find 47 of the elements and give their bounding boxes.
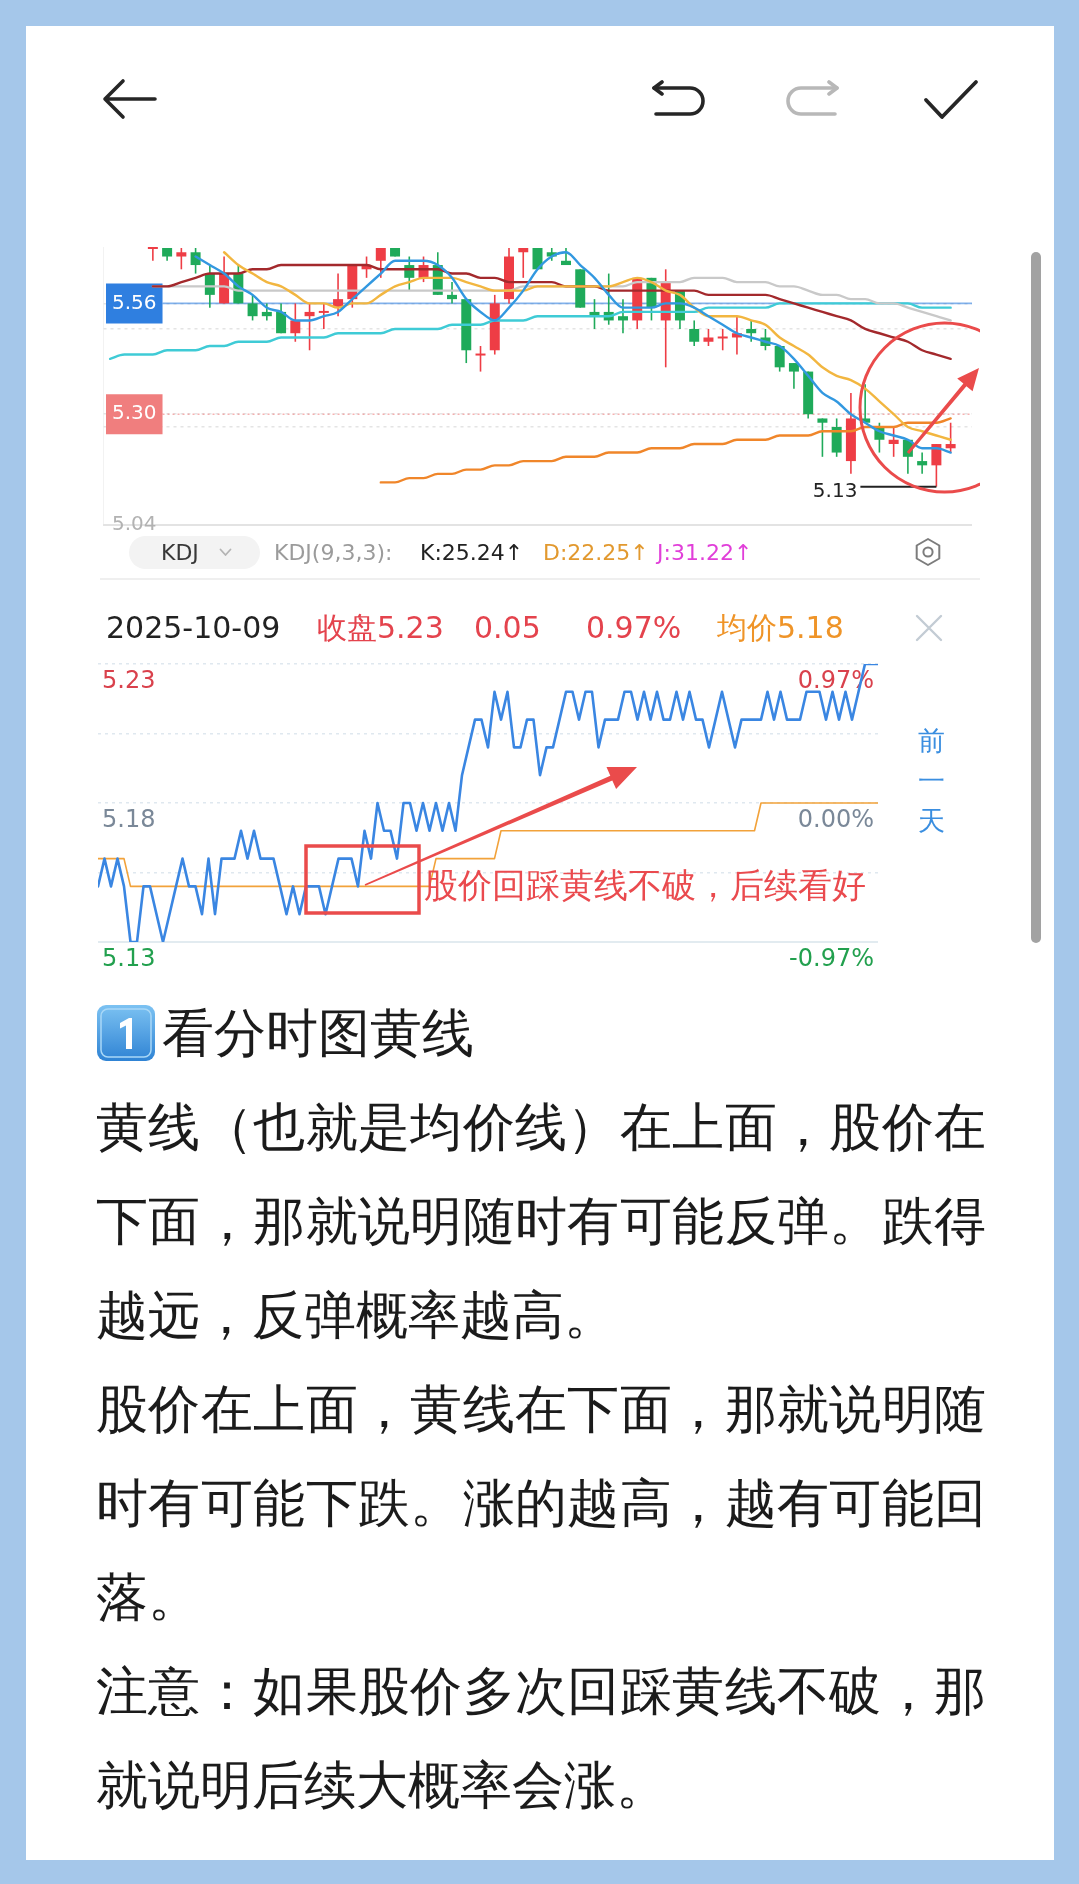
dropdown: KDJ: [129, 536, 260, 569]
candlestick: [290, 302, 301, 343]
candlestick: [276, 302, 287, 335]
candlestick: [176, 247, 187, 271]
y-tick-label: 5.18: [102, 805, 156, 834]
text: 股价在上面，黄线在下面，那就说明随时有可能下跌。涨的越高，越有可能回落。: [96, 1378, 986, 1629]
candlestick: [318, 302, 329, 330]
y2-tick-label: -0.97%: [789, 944, 874, 973]
candlestick: [447, 281, 458, 305]
candlestick: [304, 302, 315, 352]
text: D:22.25↑: [543, 539, 649, 567]
candlestick: [888, 426, 899, 458]
candlestick: [475, 345, 486, 373]
candlestick: [689, 319, 700, 347]
y-tick-label: 5.13: [102, 944, 156, 973]
candlestick: [788, 362, 799, 390]
candlestick: [717, 328, 728, 352]
candlestick: [247, 294, 258, 322]
candlestick: [746, 319, 757, 343]
text: 0.97%: [586, 609, 682, 647]
chart-title: 2025-10-09: [106, 609, 281, 647]
y-tick-label: 5.30: [112, 400, 157, 425]
y-tick-label: 5.56: [112, 289, 157, 314]
text: 0.05: [474, 609, 541, 647]
text: 收盘5.23: [317, 609, 444, 647]
annotation: 5.13: [812, 477, 858, 502]
candlestick: [774, 345, 785, 373]
line-series: [379, 417, 952, 484]
y-tick-label: 5.04: [112, 511, 157, 536]
candlestick: [917, 451, 928, 475]
text: 看分时图黄线: [162, 1002, 474, 1065]
text: 前一天: [917, 724, 945, 838]
text: K:25.24↑: [420, 539, 524, 567]
text: J:31.22↑: [657, 539, 753, 567]
text: KDJ(9,3,3):: [274, 539, 393, 567]
text: 注意：如果股价多次回踩黄线不破，那就说明后续大概率会涨。: [96, 1660, 986, 1817]
candlestick: [518, 247, 529, 279]
text: 均价5.18: [717, 609, 844, 647]
candlestick: [617, 298, 628, 335]
candlestick: [375, 247, 386, 279]
candlestick: [945, 421, 956, 454]
text: 黄线（也就是均价线）在上面，股价在下面，那就说明随时有可能反弹。跌得越远，反弹概率越高。: [96, 1096, 986, 1347]
annotation: 股价回踩黄线不破，后续看好: [424, 865, 866, 905]
candlestick: [147, 247, 158, 262]
candlestick: [817, 417, 828, 458]
y-tick-label: 5.23: [102, 666, 156, 695]
y2-tick-label: 0.00%: [797, 805, 874, 834]
